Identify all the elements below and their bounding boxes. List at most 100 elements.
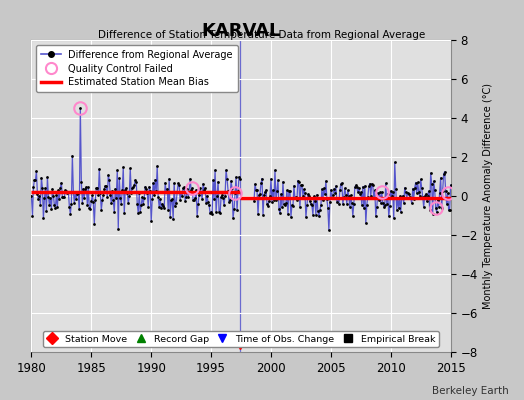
Point [83, 201, 92, 208]
Point [139, 200, 147, 207]
Point [235, 174, 243, 180]
Point [152, 188, 160, 194]
Point [368, 182, 377, 188]
Text: Berkeley Earth: Berkeley Earth [432, 386, 508, 396]
Point [230, 206, 238, 212]
Point [121, 187, 129, 193]
Point [286, 188, 294, 194]
Point [433, 197, 442, 204]
Point [418, 185, 426, 191]
Point [216, 210, 224, 216]
Point [169, 216, 177, 222]
Point [202, 200, 210, 206]
Point [41, 185, 50, 192]
Point [219, 195, 227, 202]
Point [162, 189, 170, 195]
Point [31, 177, 40, 183]
Point [379, 204, 388, 210]
Point [342, 192, 350, 198]
Point [413, 179, 422, 186]
Point [264, 203, 272, 210]
Point [164, 206, 172, 213]
Point [46, 195, 54, 201]
Point [105, 177, 114, 183]
Point [376, 189, 384, 196]
Point [444, 207, 453, 214]
Point [208, 211, 216, 218]
Point [281, 202, 289, 208]
Point [224, 188, 232, 194]
Point [33, 191, 41, 198]
Point [131, 177, 139, 183]
Point [304, 191, 312, 198]
Point [52, 192, 61, 198]
Point [94, 191, 103, 198]
Point [420, 193, 429, 199]
Point [133, 200, 141, 207]
Point [120, 210, 128, 216]
Point [134, 210, 143, 216]
Point [39, 215, 48, 222]
Point [116, 195, 125, 201]
Point [183, 186, 191, 192]
Point [182, 194, 190, 200]
Point [28, 213, 37, 220]
Point [130, 182, 138, 189]
Point [158, 201, 167, 207]
Point [340, 194, 348, 200]
Point [119, 164, 127, 170]
Point [359, 205, 368, 211]
Point [168, 196, 177, 203]
Point [187, 186, 195, 193]
Point [370, 187, 379, 194]
Point [417, 176, 425, 182]
Point [160, 205, 168, 211]
Point [410, 195, 418, 202]
Point [191, 194, 199, 201]
Point [72, 196, 81, 202]
Point [347, 192, 355, 198]
Point [36, 202, 45, 208]
Point [399, 192, 407, 199]
Point [354, 189, 362, 196]
Point [101, 182, 110, 189]
Point [102, 183, 111, 189]
Point [378, 189, 386, 195]
Point [316, 202, 325, 208]
Point [434, 203, 443, 210]
Point [407, 194, 415, 201]
Point [117, 200, 125, 207]
Point [66, 211, 74, 217]
Point [294, 177, 302, 184]
Point [258, 175, 266, 182]
Point [296, 204, 304, 210]
Point [125, 193, 134, 200]
Point [184, 193, 192, 200]
Point [79, 185, 88, 192]
Point [271, 167, 279, 174]
Point [138, 194, 146, 200]
Point [262, 187, 270, 193]
Point [267, 176, 275, 182]
Point [146, 188, 155, 194]
Point [256, 190, 264, 197]
Point [341, 185, 349, 192]
Point [400, 184, 409, 191]
Point [226, 196, 234, 203]
Point [315, 213, 323, 220]
Point [166, 213, 174, 220]
Point [289, 203, 297, 210]
Point [90, 221, 99, 227]
Point [156, 196, 165, 202]
Point [62, 188, 71, 194]
Point [80, 194, 89, 201]
Point [348, 212, 357, 219]
Point [42, 208, 51, 214]
Point [129, 184, 137, 190]
Point [297, 182, 305, 188]
Point [104, 172, 113, 178]
Point [163, 186, 171, 192]
Title: KARVAL: KARVAL [201, 22, 281, 40]
Point [350, 200, 358, 207]
Point [69, 188, 78, 195]
